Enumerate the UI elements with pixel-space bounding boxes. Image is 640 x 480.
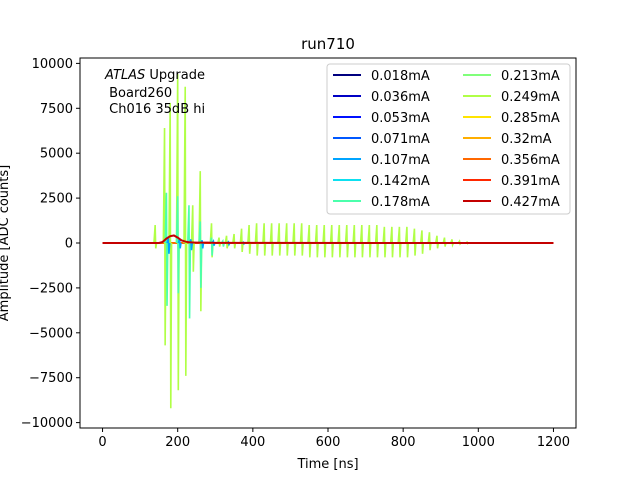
legend-label: 0.036mA bbox=[371, 90, 430, 105]
x-tick-label: 1200 bbox=[537, 435, 570, 450]
spike-mark bbox=[198, 221, 203, 288]
legend-label: 0.107mA bbox=[371, 153, 430, 168]
spike-mark bbox=[269, 223, 274, 256]
spike-mark bbox=[166, 237, 171, 254]
x-tick-label: 600 bbox=[316, 435, 341, 450]
x-axis-title: Time [ns] bbox=[296, 457, 358, 472]
spike-mark bbox=[262, 223, 267, 256]
spike-mark bbox=[329, 224, 334, 258]
spike-mark bbox=[247, 224, 252, 254]
spike-mark bbox=[190, 205, 195, 272]
y-tick-label: 10000 bbox=[32, 57, 73, 72]
spike-mark bbox=[175, 196, 180, 294]
spike-mark bbox=[292, 223, 297, 256]
x-axis: 0 200 400 600 800 1000 1200 bbox=[98, 428, 570, 450]
y-tick-label: 2500 bbox=[40, 192, 73, 207]
spike-mark bbox=[299, 223, 304, 256]
y-tick-label: −10000 bbox=[21, 416, 73, 431]
legend: 0.018mA 0.036mA 0.053mA 0.071mA 0.107mA 0.142… bbox=[326, 63, 571, 215]
plot-data bbox=[102, 74, 554, 409]
legend-label: 0.213mA bbox=[501, 69, 560, 84]
x-tick-label: 200 bbox=[165, 435, 190, 450]
spike-mark bbox=[186, 205, 192, 319]
spike-mark bbox=[183, 86, 188, 376]
legend-label: 0.249mA bbox=[501, 90, 560, 105]
legend-label: 0.178mA bbox=[371, 195, 430, 210]
legend-label: 0.356mA bbox=[501, 153, 560, 168]
spike-mark bbox=[337, 224, 342, 258]
spike-mark bbox=[322, 224, 327, 258]
atlas-annotation: ATLAS Upgrade Board260 Ch016 35dB hi bbox=[104, 68, 205, 117]
chart-title: run710 bbox=[301, 35, 355, 53]
spike-mark bbox=[427, 232, 432, 251]
legend-label: 0.285mA bbox=[501, 111, 560, 126]
series-line-main bbox=[102, 234, 554, 244]
spike-mark bbox=[254, 223, 259, 256]
spike-mark bbox=[352, 224, 357, 258]
legend-label: 0.053mA bbox=[371, 111, 430, 126]
spike-mark bbox=[188, 239, 194, 251]
spike-mark bbox=[164, 192, 169, 306]
spike-mark bbox=[277, 223, 282, 256]
y-tick-label: −5000 bbox=[29, 326, 73, 341]
legend-label: 0.32mA bbox=[501, 132, 552, 147]
y-tick-label: −2500 bbox=[29, 281, 73, 296]
x-tick-label: 0 bbox=[98, 435, 106, 450]
spike-mark bbox=[307, 224, 312, 258]
x-tick-label: 800 bbox=[391, 435, 416, 450]
x-tick-label: 400 bbox=[240, 435, 265, 450]
annotation-board: Board260 bbox=[105, 86, 172, 101]
x-tick-label: 1000 bbox=[462, 435, 495, 450]
legend-label: 0.018mA bbox=[371, 69, 430, 84]
spike-mark bbox=[374, 224, 380, 258]
legend-label: 0.142mA bbox=[371, 174, 430, 189]
spike-mark bbox=[359, 224, 365, 258]
legend-box bbox=[326, 63, 571, 215]
spike-mark bbox=[232, 233, 237, 249]
spike-mark bbox=[314, 224, 319, 258]
spike-mark bbox=[344, 224, 349, 258]
y-axis-title: Amplitude [ADC counts] bbox=[0, 165, 12, 321]
spike-mark bbox=[177, 238, 182, 249]
legend-label: 0.391mA bbox=[501, 174, 560, 189]
legend-label: 0.071mA bbox=[371, 132, 430, 147]
annotation-channel: Ch016 35dB hi bbox=[105, 102, 205, 117]
legend-label: 0.427mA bbox=[501, 195, 560, 210]
y-tick-label: −7500 bbox=[29, 371, 73, 386]
y-axis: −10000 −7500 −5000 −2500 0 2500 5000 7500 10000 bbox=[21, 57, 80, 431]
spike-mark bbox=[168, 102, 173, 409]
y-tick-label: 5000 bbox=[40, 147, 73, 162]
spike-mark bbox=[367, 224, 372, 258]
spike-mark bbox=[239, 228, 244, 253]
y-tick-label: 0 bbox=[65, 237, 73, 252]
svg-text:ATLAS Upgrade: ATLAS Upgrade bbox=[104, 68, 205, 83]
spike-mark bbox=[153, 224, 158, 249]
spike-mark bbox=[284, 223, 289, 256]
y-tick-label: 7500 bbox=[40, 102, 73, 117]
annotation-upgrade: Upgrade bbox=[145, 68, 205, 83]
spike-mark bbox=[209, 237, 214, 256]
annotation-atlas-italic: ATLAS bbox=[104, 68, 145, 83]
